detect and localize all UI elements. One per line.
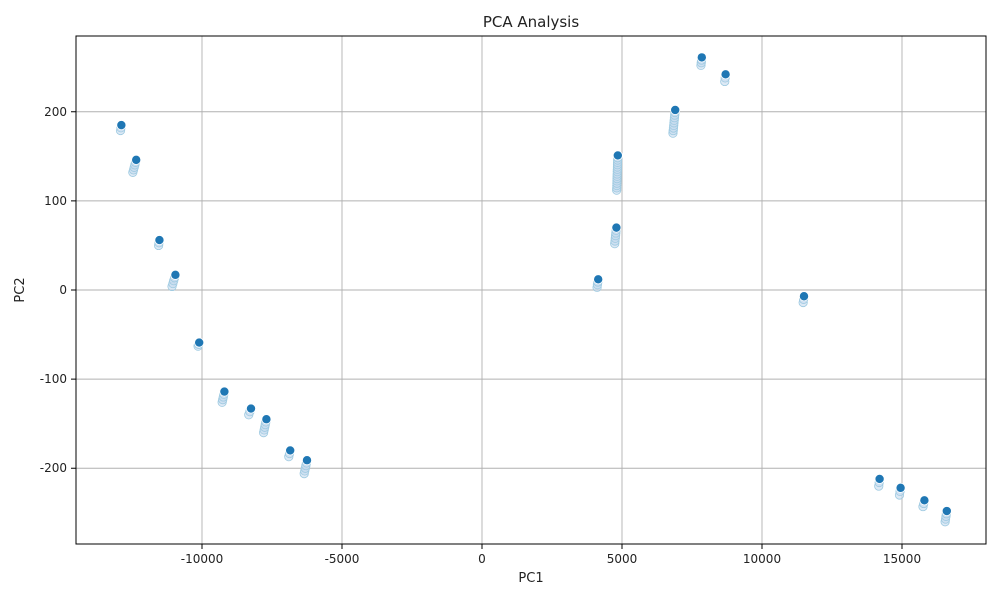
scatter-point [131,154,142,165]
x-tick-label: 5000 [607,552,638,566]
y-tick-label: 0 [59,283,67,297]
scatter-point [219,386,230,397]
data-points [115,52,952,527]
y-tick-label: 100 [44,194,67,208]
y-axis-label: PC2 [13,277,28,302]
scatter-point [612,150,623,161]
x-tick-label: -10000 [181,552,224,566]
y-tick-label: 200 [44,105,67,119]
scatter-point [670,104,681,115]
scatter-point [720,69,731,80]
scatter-point [941,506,952,517]
x-tick-label: 0 [478,552,486,566]
grid-lines [76,36,986,544]
y-tick-label: -200 [40,461,67,475]
scatter-point [194,337,205,348]
x-axis-label: PC1 [518,571,543,586]
scatter-point [593,274,604,285]
scatter-point [919,495,930,506]
scatter-point [261,414,272,425]
scatter-point [170,269,181,280]
scatter-point [696,52,707,63]
scatter-point [895,482,906,493]
x-tick-label: -5000 [325,552,360,566]
scatter-point [116,120,127,131]
scatter-point [799,291,810,302]
scatter-point [154,235,165,246]
y-tick-label: -100 [40,372,67,386]
x-tick-label: 15000 [883,552,921,566]
x-tick-label: 10000 [743,552,781,566]
axis-ticks: -10000 -5000 0 5000 10000 15000 -200 -100 0 100 20… [40,105,921,566]
scatter-point [301,455,312,466]
scatter-point [285,445,296,456]
scatter-point [874,473,885,484]
chart-title: PCA Analysis [483,13,580,31]
scatter-point [611,222,622,233]
scatter-point [245,403,256,414]
